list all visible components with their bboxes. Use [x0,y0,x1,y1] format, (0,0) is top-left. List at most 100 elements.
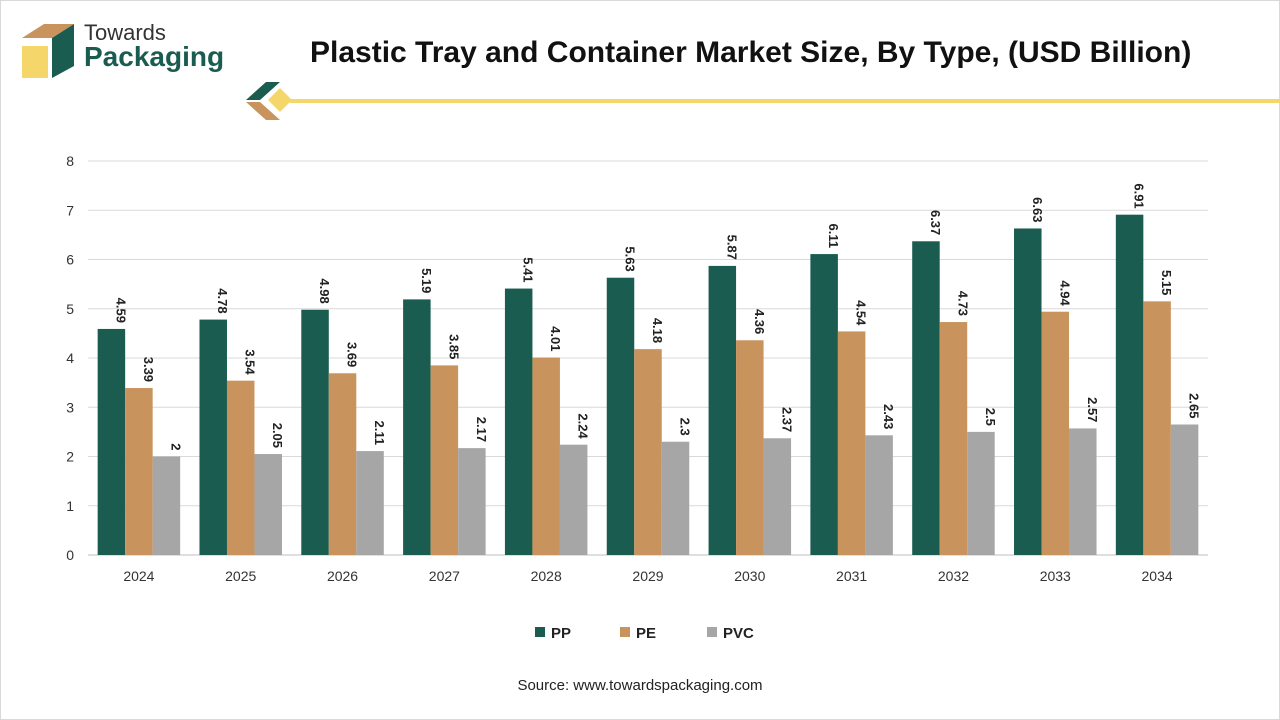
data-label: 4.54 [854,300,869,326]
data-label: 5.87 [724,235,739,260]
data-label: 4.01 [548,326,563,351]
logo-text-towards: Towards [84,20,166,45]
bar-pvc [967,431,995,555]
data-label: 2.24 [576,413,591,439]
bar-pvc [763,438,792,555]
y-tick-label: 5 [66,301,74,317]
data-label: 5.63 [623,246,638,271]
bar-pp [1014,228,1042,555]
y-tick-label: 7 [66,202,74,218]
data-label: 6.11 [826,223,841,248]
bar-pp [1115,214,1144,555]
bar-pe [634,349,662,555]
legend-label-pp: PP [551,625,571,642]
bar-pvc [356,451,384,555]
bar-pp [810,254,838,555]
data-label: 5.15 [1159,270,1174,295]
data-label: 4.18 [650,318,665,343]
data-label: 2.05 [270,423,285,448]
x-tick-label: 2025 [225,568,256,584]
bar-pp [504,288,533,555]
legend-label-pvc: PVC [723,625,754,642]
data-label: 4.78 [215,288,230,313]
title-underline-decoration [246,82,1280,120]
towards-packaging-logo: Towards Packaging [18,20,258,82]
bar-pvc [559,444,588,555]
bar-pvc [254,454,282,555]
bar-pvc [1170,424,1199,555]
data-label: 2.65 [1187,393,1202,418]
bar-pp [708,265,737,555]
data-label: 5.41 [521,257,536,282]
bar-pe [532,357,560,555]
data-label: 4.94 [1057,280,1072,306]
bar-pp [606,277,635,555]
data-label: 6.63 [1030,197,1045,222]
bar-pp [301,309,329,555]
bar-pvc [152,456,181,555]
data-label: 4.36 [752,309,767,334]
bar-pp [199,319,227,555]
x-tick-label: 2030 [734,568,765,584]
x-tick-label: 2028 [531,568,562,584]
bar-pe [939,322,968,555]
bar-pvc [1069,428,1097,555]
bar-pe [328,373,357,555]
bar-pe [430,365,459,555]
logo-text-packaging: Packaging [84,41,225,72]
data-label: 2.43 [881,404,896,429]
data-label: 5.19 [419,268,434,293]
data-label: 6.91 [1132,183,1147,208]
bar-pe [736,340,764,555]
x-tick-label: 2031 [836,568,867,584]
legend-swatch-pp [535,627,545,637]
y-tick-label: 0 [66,547,74,563]
bar-pvc [865,435,893,555]
source-note: Source: www.towardspackaging.com [517,677,763,694]
chart-title: Plastic Tray and Container Market Size, … [310,36,1192,69]
data-label: 3.85 [446,334,461,359]
bar-pe [226,380,255,555]
y-tick-label: 2 [66,449,74,465]
legend-swatch-pe [620,627,630,637]
x-tick-label: 2029 [632,568,663,584]
data-label: 2.5 [983,408,998,426]
x-tick-label: 2034 [1142,568,1173,584]
data-label: 4.73 [955,291,970,316]
data-label: 2.3 [678,418,693,436]
data-label: 2 [168,443,183,450]
y-tick-label: 6 [66,252,74,268]
data-label: 2.37 [779,407,794,432]
x-tick-label: 2024 [123,568,154,584]
bar-pp [403,299,431,555]
bar-pe [1041,311,1070,555]
logo-box-icon [22,24,74,78]
bar-pvc [661,441,690,555]
data-label: 2.11 [372,420,387,445]
bar-pp [97,328,126,555]
data-label: 4.98 [317,278,332,303]
y-tick-label: 8 [66,153,74,169]
y-tick-label: 1 [66,498,74,514]
y-tick-label: 4 [66,350,74,366]
data-label: 6.37 [928,210,943,235]
data-label: 2.17 [474,417,489,442]
bar-pvc [458,448,486,555]
x-tick-label: 2032 [938,568,969,584]
data-label: 3.39 [141,357,156,382]
x-tick-label: 2027 [429,568,460,584]
legend-label-pe: PE [636,625,656,642]
bar-pe [1143,301,1171,555]
data-label: 3.69 [345,342,360,367]
bar-pp [912,241,940,555]
bar-pe [125,388,153,555]
y-tick-label: 3 [66,399,74,415]
data-label: 4.59 [113,298,128,323]
data-label: 2.57 [1085,397,1100,422]
x-tick-label: 2026 [327,568,358,584]
data-label: 3.54 [243,349,258,375]
bar-pe [837,331,866,555]
legend-swatch-pvc [707,627,717,637]
x-tick-label: 2033 [1040,568,1071,584]
